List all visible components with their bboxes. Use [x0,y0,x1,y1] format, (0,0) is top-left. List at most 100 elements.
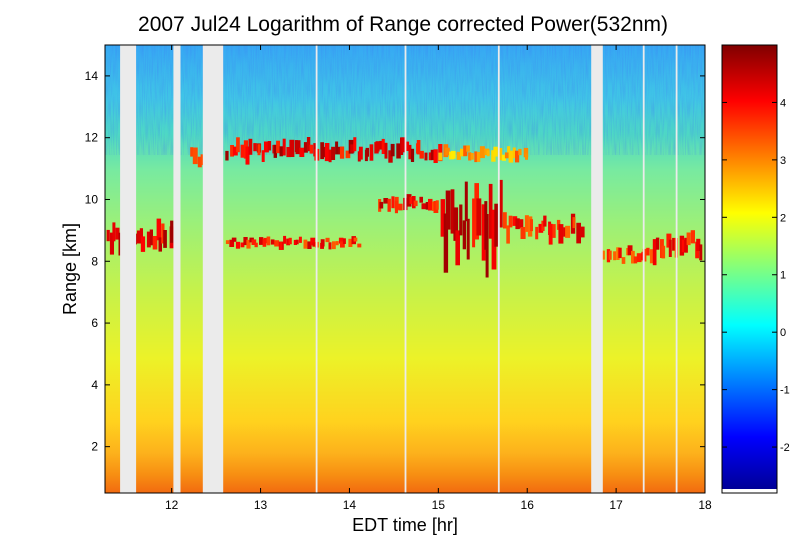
layer-cell [652,239,657,266]
layer-cell [438,152,443,161]
layer-cell [499,179,503,228]
layer-cell [324,143,330,162]
x-tick-label: 16 [521,498,535,512]
layer-cell [146,231,151,248]
layer-cell [451,150,456,159]
layer-cell [503,212,507,229]
layer-cell [288,237,292,245]
layer-cell [388,150,393,163]
layer-cell [445,190,451,230]
layer-cell [419,196,423,203]
layer-cell [197,156,202,168]
layer-cell [279,146,283,157]
layer-cell [274,240,280,247]
layer-cell [379,201,384,209]
layer-cell [460,148,465,157]
layer-cell [572,217,576,229]
layer-cell [276,140,281,154]
layer-cell [621,257,626,264]
layer-cell [353,237,358,242]
colorbar-tick-label: 3 [780,155,786,167]
layer-cell [106,229,110,242]
no-data-gap [120,45,137,493]
layer-cell [450,189,455,234]
colorbar-tick-label: -2 [780,442,790,454]
layer-cell [443,213,449,273]
layer-cell [428,198,433,211]
layer-cell [381,138,385,154]
layer-cell [408,144,412,160]
layer-cell [466,145,470,152]
layer-cell [320,239,325,247]
layer-cell [636,253,642,263]
layer-cell [375,141,380,152]
layer-cell [306,137,311,152]
layer-cell [525,153,528,160]
layer-cell [115,227,120,240]
layer-cell [279,241,283,250]
layer-cell [225,150,229,161]
layer-cell [416,140,421,155]
layer-cell [398,203,403,211]
layer-cell [681,239,686,253]
layer-cell [456,151,461,160]
layer-cell [384,142,388,159]
layer-cell [633,256,638,264]
chart-title: 2007 Jul24 Logarithm of Range corrected … [138,13,668,36]
layer-cell [309,144,314,154]
layer-cell [273,144,277,158]
layer-cell [112,222,116,242]
layer-cell [312,242,318,247]
layer-cell [684,237,688,253]
layer-cell [430,149,435,161]
layer-cell [350,144,355,153]
no-data-gap [202,45,224,493]
layer-cell [464,181,468,222]
layer-cell [401,137,407,153]
colorbar-frame [721,44,778,494]
layer-cell [246,239,251,249]
layer-cell [152,236,158,250]
layer-cell [538,223,544,233]
layer-cell [552,224,556,238]
no-data-gap [675,45,678,493]
layer-cell [433,149,438,163]
layer-cell [240,242,245,248]
heatmap-plot-area [105,45,705,493]
layer-cell [253,143,257,152]
layer-cell [267,141,272,151]
layer-cell [235,241,241,249]
colorbar-scale [722,45,777,493]
layer-cell [295,140,301,155]
layer-cell [230,145,234,157]
layer-cell [410,148,415,162]
layer-cell [661,245,666,259]
colorbar-tick-label: 0 [780,327,786,339]
layer-cell [494,203,499,247]
layer-cell [303,239,308,249]
layer-cell [335,241,339,246]
layer-cell [565,225,571,238]
layer-cell [649,249,655,264]
layer-cell [543,215,547,227]
layer-cell [672,237,676,251]
layer-cell [699,244,703,261]
layer-cell [424,152,428,161]
layer-cell [404,141,410,151]
layer-cell [136,230,141,244]
layer-cell [342,238,346,244]
no-data-gap [315,45,318,493]
layer-cell [519,219,524,229]
layer-cell [328,149,332,163]
layer-cell [506,225,510,244]
layer-cell [339,146,345,159]
layer-cell [466,218,470,260]
y-tick-label: 8 [91,254,98,268]
no-data-gap [497,45,500,493]
y-tick-label: 12 [85,131,99,145]
layer-cell [445,147,450,156]
layer-cell [481,204,486,261]
layer-cell [283,235,287,244]
layer-cell [485,214,489,278]
